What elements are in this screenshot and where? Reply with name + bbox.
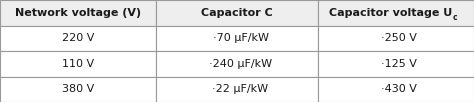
Bar (0, 51, 156, 76)
Bar (0, 26, 156, 51)
Bar (156, 0, 318, 26)
Text: 380 V: 380 V (62, 84, 94, 94)
Text: Capacitor C: Capacitor C (201, 8, 273, 18)
Text: Capacitor voltage U: Capacitor voltage U (329, 8, 453, 18)
Text: ·22 µF/kW: ·22 µF/kW (205, 84, 269, 94)
Text: Network voltage (V): Network voltage (V) (15, 8, 141, 18)
Text: 220 V: 220 V (62, 33, 94, 43)
Bar (156, 26, 318, 51)
Text: ·240 µF/kW: ·240 µF/kW (202, 59, 272, 69)
Bar (0, 0, 156, 26)
Bar (156, 76, 318, 102)
Text: ·250 V: ·250 V (374, 33, 417, 43)
Text: 110 V: 110 V (62, 59, 94, 69)
Text: ·430 V: ·430 V (374, 84, 417, 94)
Bar (318, 0, 474, 26)
Bar (156, 51, 318, 76)
Bar (318, 51, 474, 76)
Bar (318, 26, 474, 51)
Bar (318, 76, 474, 102)
Text: ·125 V: ·125 V (374, 59, 417, 69)
Text: c: c (453, 13, 457, 22)
Text: ·70 µF/kW: ·70 µF/kW (206, 33, 268, 43)
Bar (0, 76, 156, 102)
